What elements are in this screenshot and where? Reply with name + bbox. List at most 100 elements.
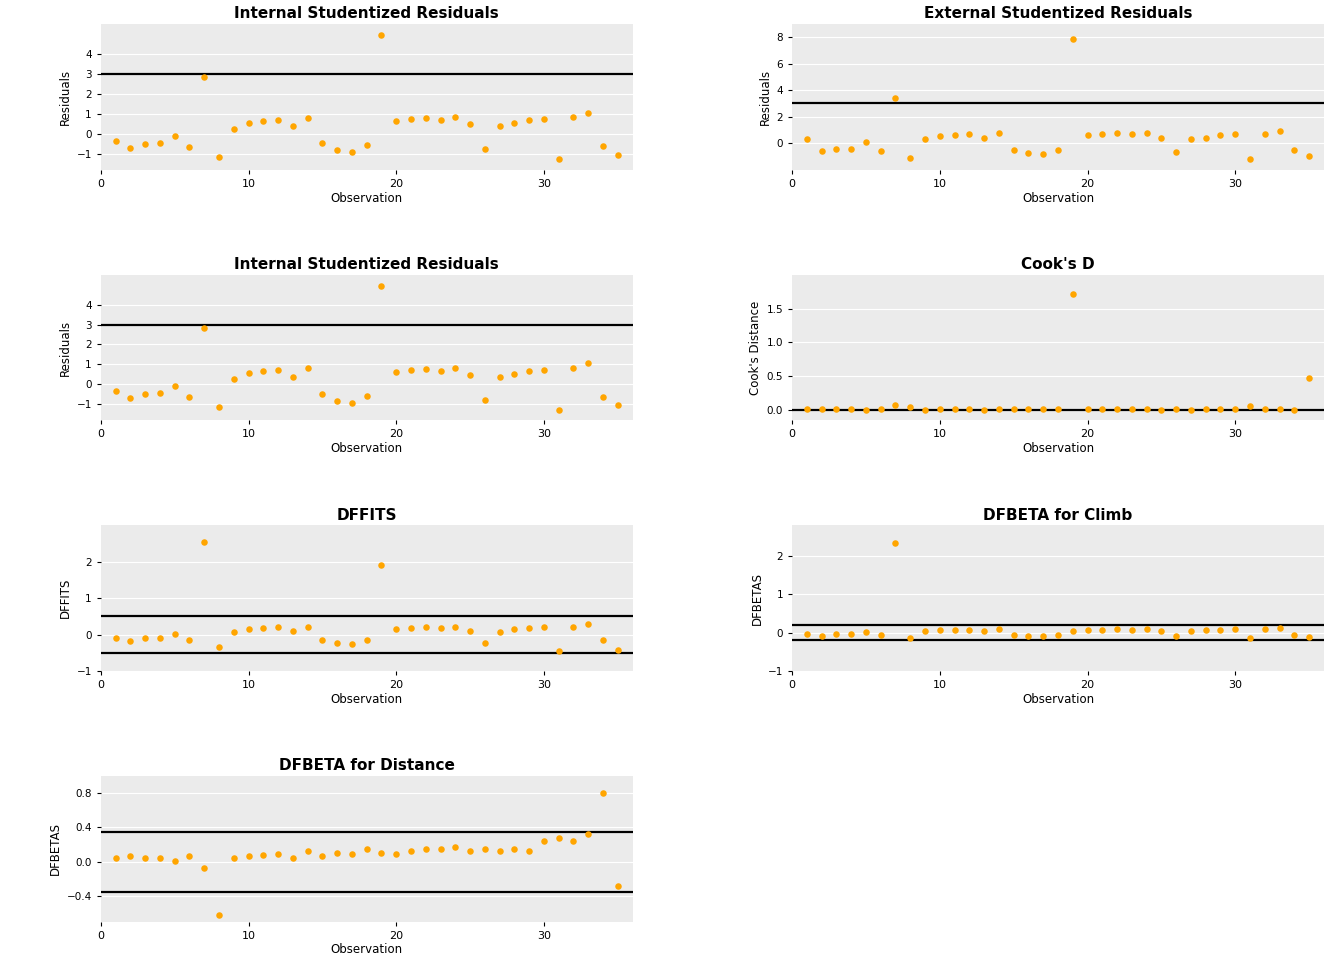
Point <box>973 402 995 418</box>
Point <box>548 643 570 659</box>
Point <box>415 361 437 376</box>
Point <box>1239 151 1261 166</box>
Point <box>870 143 891 158</box>
Point <box>563 619 585 635</box>
Point <box>327 635 348 650</box>
Point <box>134 387 156 402</box>
Point <box>899 150 921 165</box>
Point <box>223 851 245 866</box>
Point <box>607 147 629 162</box>
Point <box>194 320 215 335</box>
Point <box>973 131 995 146</box>
Point <box>855 134 876 150</box>
Point <box>208 907 230 923</box>
Point <box>899 399 921 415</box>
Point <box>988 402 1009 418</box>
Point <box>593 138 614 154</box>
Point <box>297 361 319 376</box>
Point <box>1284 627 1305 642</box>
Point <box>327 142 348 157</box>
Point <box>578 827 599 842</box>
X-axis label: Observation: Observation <box>331 191 403 204</box>
Point <box>430 112 452 128</box>
X-axis label: Observation: Observation <box>331 944 403 956</box>
Point <box>297 619 319 635</box>
Point <box>460 116 481 132</box>
Point <box>810 628 832 643</box>
Point <box>371 27 392 42</box>
Point <box>415 841 437 856</box>
Point <box>253 113 274 129</box>
Point <box>958 622 980 637</box>
Point <box>1003 402 1024 418</box>
Point <box>870 628 891 643</box>
Point <box>120 634 141 649</box>
Point <box>238 366 259 381</box>
Point <box>825 141 847 156</box>
Point <box>105 384 126 399</box>
Point <box>1077 622 1098 637</box>
Point <box>855 625 876 640</box>
Point <box>134 851 156 866</box>
Point <box>105 851 126 866</box>
Point <box>386 365 407 380</box>
Point <box>593 389 614 404</box>
Point <box>1032 629 1054 644</box>
Y-axis label: DFBETAS: DFBETAS <box>750 571 763 625</box>
Point <box>943 622 965 637</box>
Point <box>1077 402 1098 418</box>
Title: DFFITS: DFFITS <box>336 508 396 522</box>
Point <box>253 620 274 636</box>
Point <box>208 639 230 655</box>
Point <box>1180 623 1202 638</box>
Point <box>1298 370 1320 385</box>
Point <box>179 390 200 405</box>
Point <box>179 633 200 648</box>
Point <box>1136 402 1157 418</box>
Point <box>1003 627 1024 642</box>
Point <box>489 624 511 639</box>
Point <box>1106 621 1128 636</box>
Point <box>356 841 378 856</box>
Y-axis label: DFBETAS: DFBETAS <box>50 823 62 876</box>
Point <box>371 846 392 861</box>
Point <box>1195 402 1216 418</box>
Point <box>1269 620 1290 636</box>
Point <box>297 844 319 859</box>
Point <box>282 623 304 638</box>
Point <box>415 619 437 635</box>
Point <box>504 367 526 382</box>
Point <box>460 623 481 638</box>
Y-axis label: DFFITS: DFFITS <box>59 578 73 618</box>
Point <box>474 393 496 408</box>
Point <box>1195 622 1216 637</box>
Point <box>1195 130 1216 145</box>
Point <box>267 363 289 378</box>
Point <box>474 841 496 856</box>
Point <box>149 851 171 866</box>
Title: Internal Studentized Residuals: Internal Studentized Residuals <box>234 257 499 272</box>
Point <box>840 627 862 642</box>
Point <box>914 132 935 147</box>
Point <box>914 623 935 638</box>
Point <box>1239 398 1261 414</box>
Point <box>164 626 185 641</box>
Point <box>884 535 906 550</box>
Point <box>1062 32 1083 47</box>
Point <box>988 125 1009 140</box>
Point <box>1224 127 1246 142</box>
Point <box>1165 145 1187 160</box>
Point <box>312 848 333 863</box>
Point <box>884 90 906 106</box>
Point <box>134 136 156 152</box>
Point <box>1298 630 1320 645</box>
Point <box>1210 128 1231 143</box>
Point <box>194 69 215 84</box>
Point <box>149 135 171 151</box>
Point <box>1150 402 1172 418</box>
Point <box>1165 401 1187 417</box>
Point <box>1239 631 1261 646</box>
Point <box>578 616 599 632</box>
Point <box>253 847 274 862</box>
Point <box>519 620 540 636</box>
